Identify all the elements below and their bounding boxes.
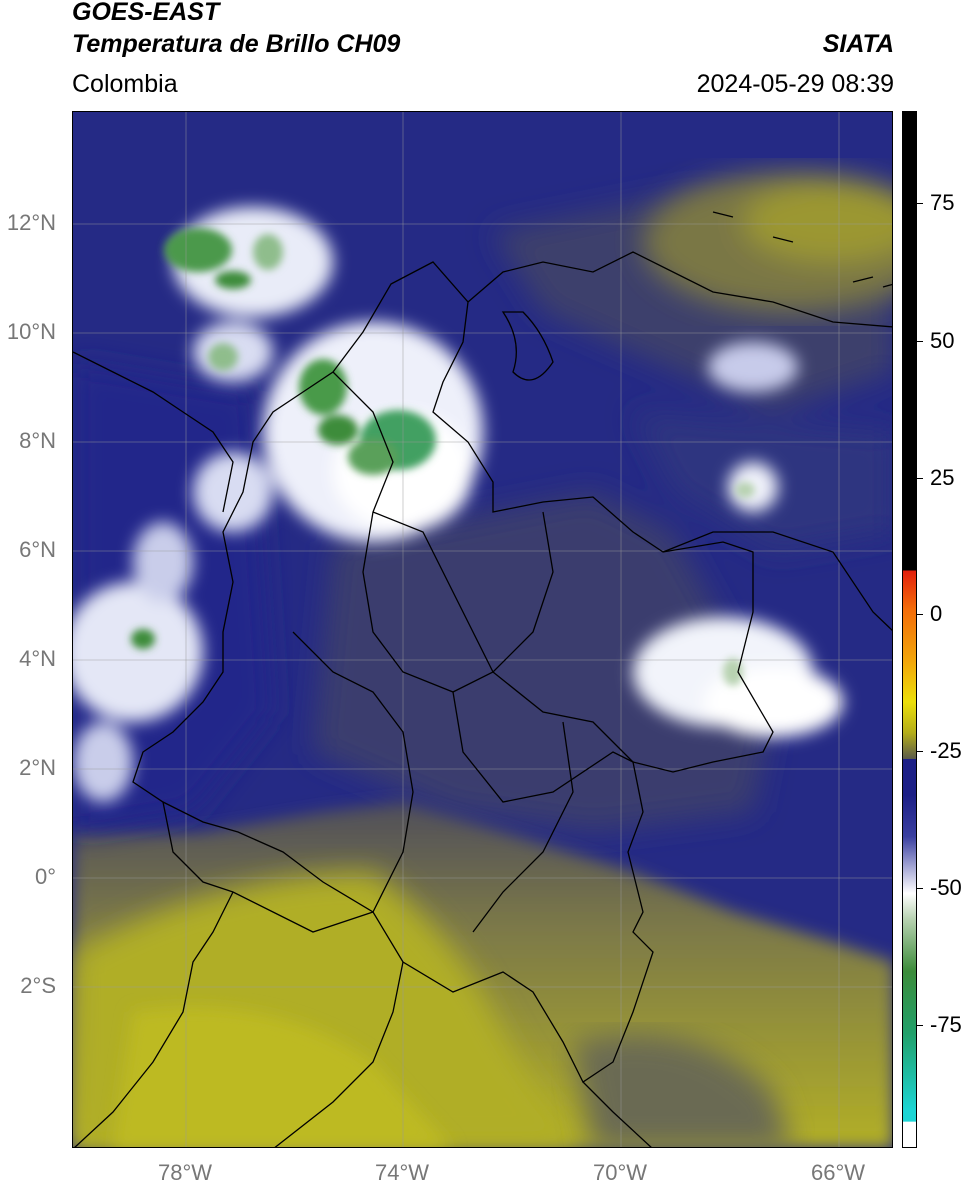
colorbar-tick: [917, 478, 923, 479]
lat-label-12n: 12°N: [6, 210, 56, 235]
region-label: Colombia: [72, 70, 178, 98]
country-borders: [73, 211, 892, 1147]
title-line-1: GOES-EAST: [72, 0, 220, 26]
colorbar-label-75: 75: [930, 190, 955, 215]
colorbar-tick: [917, 751, 923, 752]
colorbar-tick: [917, 341, 923, 342]
temperature-colorbar: [902, 111, 917, 1148]
colorbar-tick: [917, 1025, 923, 1026]
colorbar-label-neg25: -25: [930, 738, 962, 763]
graticule: [73, 112, 892, 1147]
lon-label-70w: 70°W: [592, 1160, 648, 1185]
lat-label-0: 0°: [34, 864, 56, 889]
colorbar-label-50: 50: [930, 328, 955, 353]
cold-cloud-cores: [131, 228, 755, 686]
lat-label-8n: 8°N: [19, 428, 56, 453]
lon-label-66w: 66°W: [810, 1160, 866, 1185]
lat-label-6n: 6°N: [19, 537, 56, 562]
lat-label-10n: 10°N: [6, 319, 56, 344]
dry-northeast: [643, 172, 892, 312]
lat-label-2s: 2°S: [20, 973, 56, 998]
title-line-2: Temperatura de Brillo CH09: [72, 30, 401, 58]
lon-label-74w: 74°W: [374, 1160, 430, 1185]
lat-label-4n: 4°N: [19, 646, 56, 671]
colorbar-label-neg50: -50: [930, 875, 962, 900]
satellite-imagery: [73, 112, 892, 1147]
colorbar-label-0: 0: [930, 601, 943, 626]
timestamp-label: 2024-05-29 08:39: [696, 70, 894, 98]
dry-south: [73, 802, 892, 1147]
lat-label-2n: 2°N: [19, 755, 56, 780]
colorbar-label-25: 25: [930, 465, 955, 490]
colorbar-tick: [917, 888, 923, 889]
colorbar-label-neg75: -75: [930, 1012, 962, 1037]
colorbar-tick: [917, 614, 923, 615]
lon-label-78w: 78°W: [157, 1160, 213, 1185]
brand-label: SIATA: [822, 30, 894, 58]
colorbar-tick: [917, 203, 923, 204]
satellite-map: [72, 111, 893, 1148]
